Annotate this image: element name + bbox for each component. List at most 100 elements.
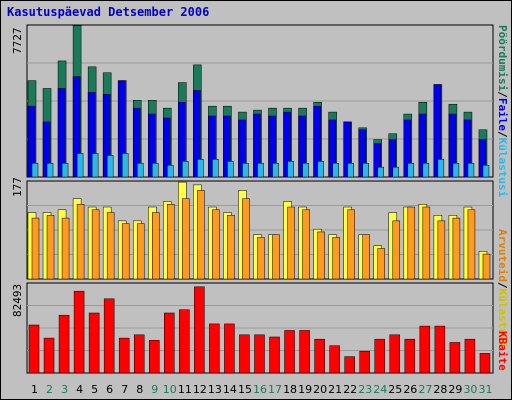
kbytes-bar [284, 330, 295, 374]
files-bar [298, 115, 306, 178]
hits-bar [31, 162, 39, 178]
day-label: 30 [463, 383, 477, 396]
files-bar [42, 121, 51, 178]
hits-bar [91, 153, 99, 178]
files-bar [478, 139, 487, 178]
hosts-bar [287, 206, 295, 280]
hosts-bar [332, 237, 340, 280]
files-bar [328, 119, 336, 178]
hosts-bar [392, 220, 401, 280]
hosts-bar [302, 209, 310, 280]
hits-bar [302, 162, 309, 178]
hits-bar [227, 161, 234, 178]
hosts-bar [227, 215, 235, 280]
day-label: 25 [388, 383, 402, 396]
hosts-bar [482, 253, 491, 280]
kbytes-bar [359, 350, 370, 374]
day-label: 18 [283, 383, 297, 396]
files-bar [57, 88, 66, 178]
hits-bar [437, 159, 445, 178]
day-label: 17 [268, 383, 282, 396]
day-label: 2 [46, 383, 53, 396]
kbytes-bar [419, 325, 431, 374]
hits-bar [287, 161, 294, 178]
kbytes-bar [479, 353, 491, 374]
kbytes-bar [103, 298, 115, 374]
hosts-bar [347, 209, 355, 280]
hosts-bar [422, 206, 431, 280]
hits-bar [422, 162, 430, 178]
kbytes-bar [73, 290, 85, 374]
kbytes-bar [179, 309, 190, 374]
hosts-bar [212, 209, 220, 280]
files-bar [313, 105, 321, 178]
hits-bar [392, 166, 400, 178]
day-label: 28 [433, 383, 447, 396]
kbytes-bar [404, 338, 416, 374]
files-bar [433, 84, 442, 178]
files-bar [463, 119, 472, 178]
files-bar [148, 113, 156, 178]
hosts-bar [197, 190, 205, 280]
day-label: 6 [106, 383, 113, 396]
files-bar [117, 80, 126, 178]
kbytes-bar [464, 338, 476, 374]
hits-bar [76, 153, 84, 178]
kbytes-bar [209, 323, 220, 374]
files-bar [358, 129, 366, 178]
files-bar [102, 94, 111, 178]
day-label: 29 [448, 383, 462, 396]
day-label: 19 [298, 383, 312, 396]
hits-bar [106, 155, 114, 178]
day-label: 7 [121, 383, 128, 396]
day-label: 15 [238, 383, 252, 396]
hits-bar [377, 166, 384, 178]
files-bar [343, 121, 351, 178]
day-label: 23 [358, 383, 372, 396]
hits-bar [332, 162, 339, 178]
hits-bar [317, 161, 324, 178]
files-bar [163, 117, 171, 178]
day-label: 4 [76, 383, 83, 396]
day-label: 13 [208, 383, 222, 396]
kbytes-bar [194, 286, 205, 374]
hosts-bar [362, 234, 370, 280]
day-label: 20 [313, 383, 327, 396]
top-panel-ymax-label: 7727 [11, 27, 24, 55]
kbytes-bar [88, 312, 100, 374]
day-label: 11 [178, 383, 192, 396]
kbytes-bar [329, 345, 340, 374]
hits-bar [467, 162, 475, 178]
hosts-bar [437, 220, 446, 280]
files-bar [72, 76, 81, 178]
files-bar [87, 92, 96, 178]
hosts-bar [242, 198, 250, 280]
files-bar [208, 115, 216, 178]
hosts-bar [272, 234, 280, 280]
kbytes-bar [149, 340, 160, 374]
files-bar [193, 90, 201, 178]
day-label: 24 [373, 383, 387, 396]
files-bar [448, 113, 457, 178]
day-label: 5 [91, 383, 98, 396]
hits-bar [121, 153, 129, 178]
kbytes-bar [118, 337, 130, 374]
bottom-panel-ymax-label: 82493 [11, 283, 24, 317]
kbytes-bar [314, 338, 325, 374]
kbytes-bar [239, 334, 250, 374]
kbytes-bar [434, 325, 446, 374]
hosts-bar [257, 237, 265, 280]
day-label: 27 [418, 383, 432, 396]
hits-bar [362, 162, 369, 178]
files-bar [418, 113, 427, 178]
day-label: 16 [253, 383, 267, 396]
files-bar [238, 119, 246, 178]
hits-bar [197, 159, 204, 178]
legend-files: Faile [496, 97, 509, 131]
files-bar [253, 113, 261, 178]
hosts-bar [91, 209, 100, 280]
hosts-bar [61, 217, 70, 280]
chart-title: Kasutuspäevad Detsember 2006 [7, 5, 210, 19]
files-bar [132, 107, 141, 178]
